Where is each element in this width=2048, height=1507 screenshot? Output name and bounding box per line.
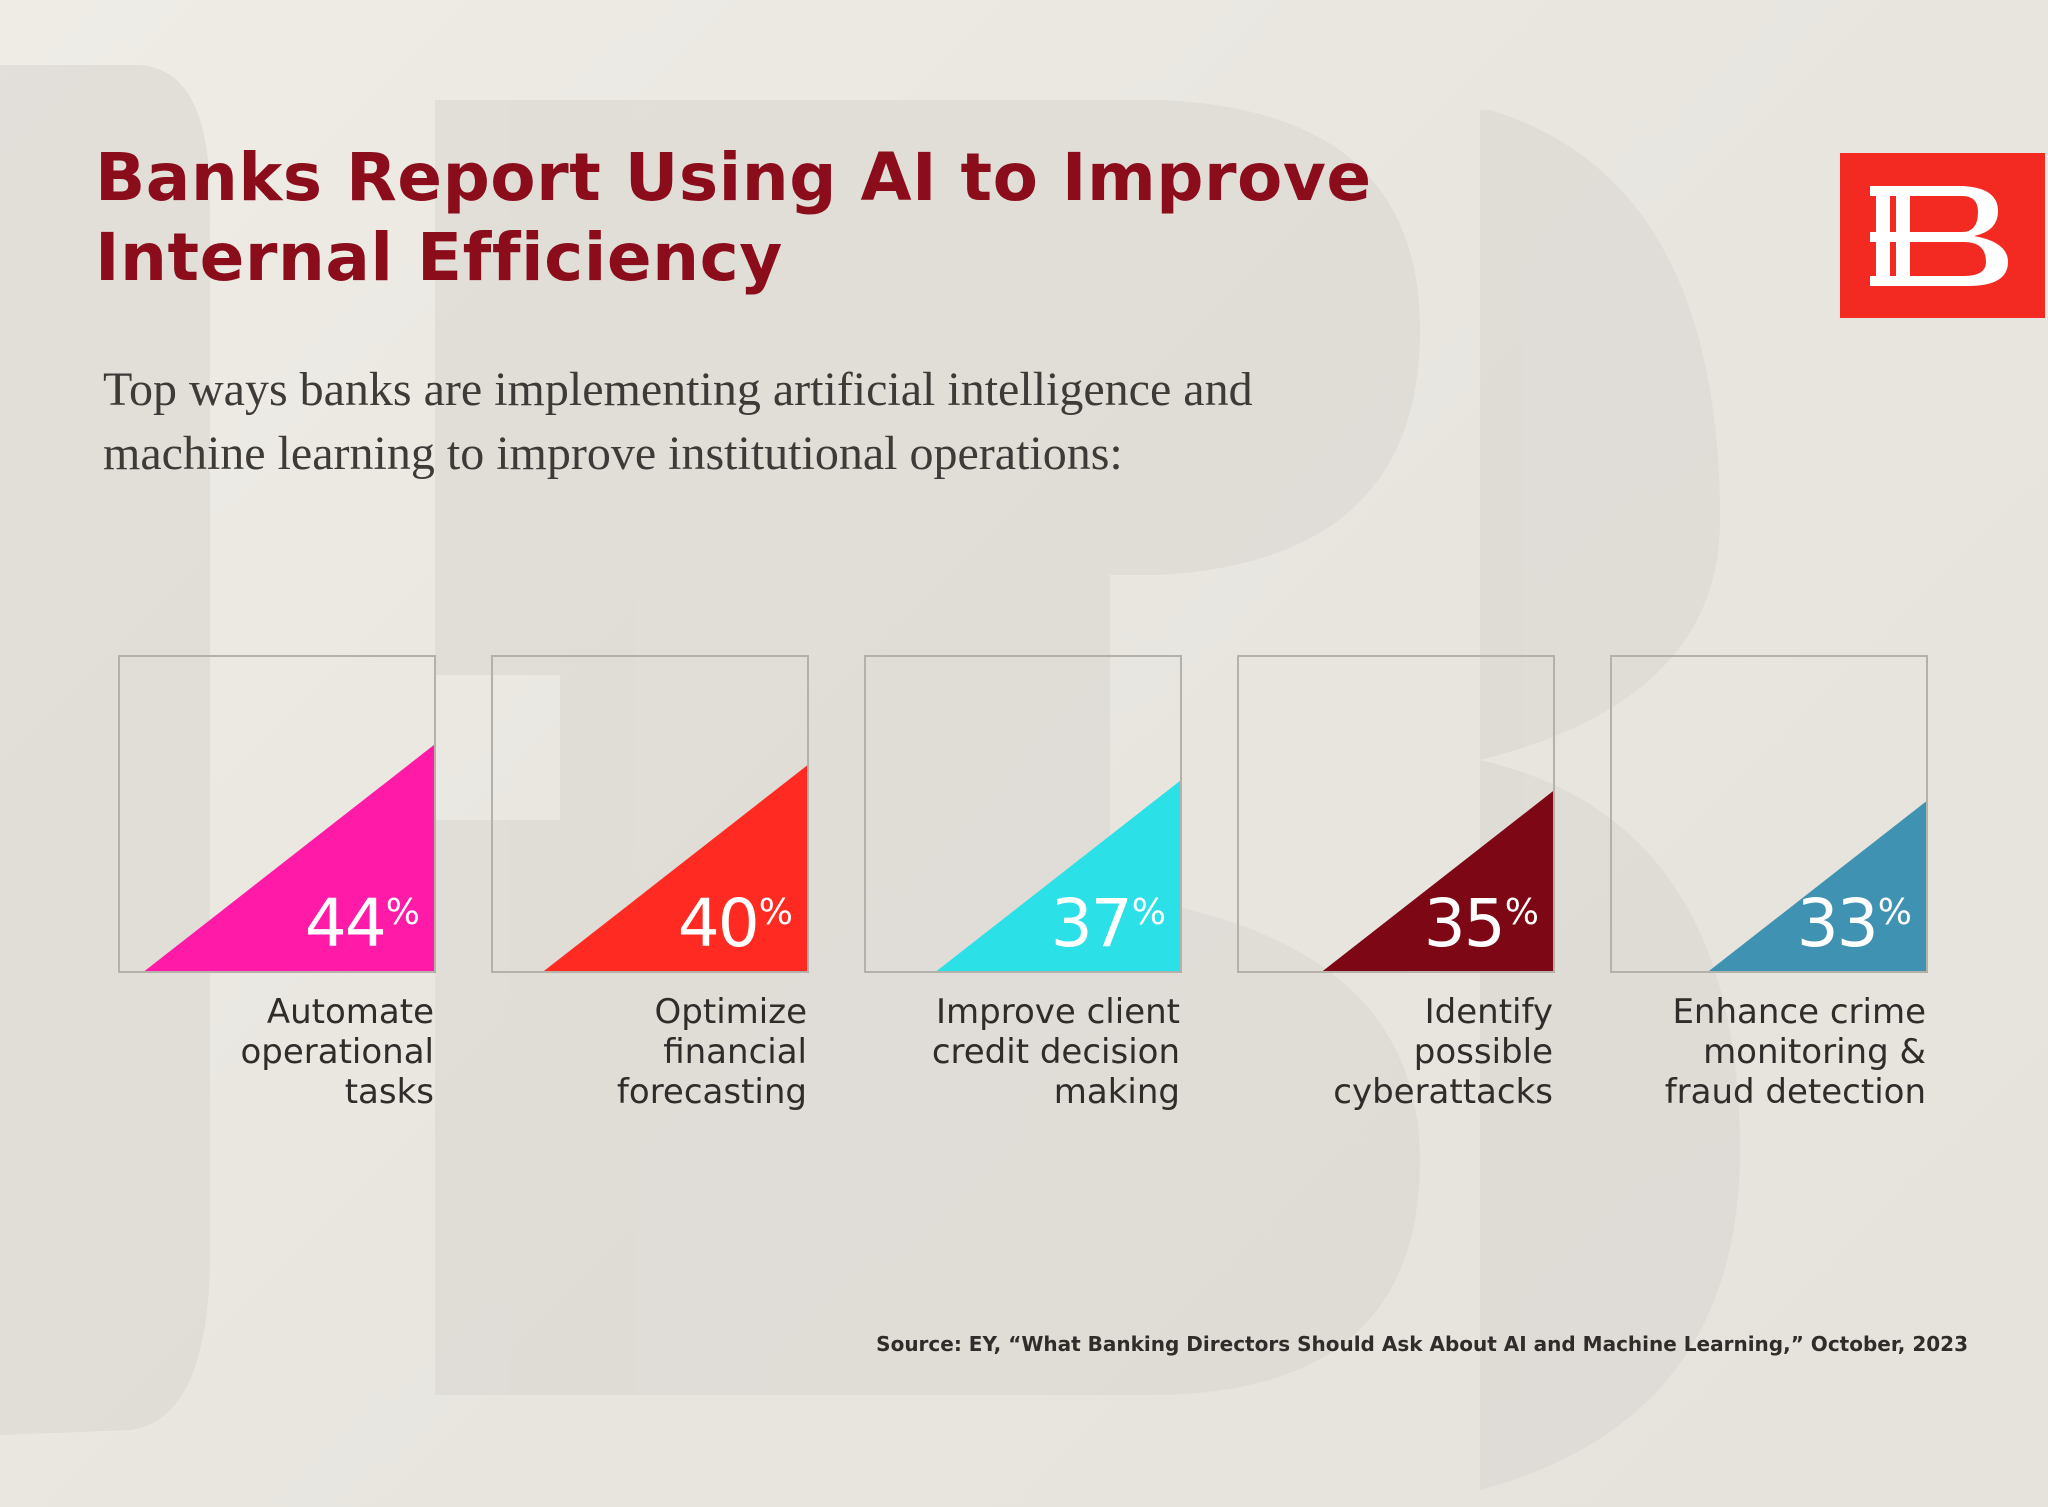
- subtitle-line-2: machine learning to improve institutiona…: [103, 427, 1123, 480]
- stat-card-forecasting: 40%: [491, 655, 809, 973]
- label-line: tasks: [344, 1072, 434, 1112]
- percent-value: 35%: [1424, 891, 1539, 957]
- percent-number: 33: [1796, 885, 1879, 962]
- percent-number: 40: [677, 885, 760, 962]
- stat-card-fraud: 33%: [1610, 655, 1928, 973]
- percent-value: 40%: [678, 891, 793, 957]
- value-triangle: [144, 744, 434, 971]
- percent-number: 37: [1050, 885, 1133, 962]
- label-line: forecasting: [616, 1072, 807, 1112]
- percent-value: 37%: [1051, 891, 1166, 957]
- page-title: Banks Report Using AI to Improve Interna…: [95, 138, 1372, 298]
- value-triangle: [1322, 791, 1553, 971]
- value-triangle-bar: [144, 744, 434, 971]
- category-label: Improve client credit decision making: [850, 992, 1180, 1112]
- title-line-1: Banks Report Using AI to Improve: [95, 139, 1372, 216]
- percent-value: 44%: [305, 891, 420, 957]
- label-line: fraud detection: [1664, 1072, 1926, 1112]
- subtitle: Top ways banks are implementing artifici…: [103, 358, 1253, 486]
- category-label: Optimize financial forecasting: [477, 992, 807, 1112]
- category-label: Enhance crime monitoring & fraud detecti…: [1596, 992, 1926, 1112]
- stat-card-automate: 44%: [118, 655, 436, 973]
- label-line: monitoring &: [1703, 1032, 1926, 1072]
- label-line: Automate: [266, 992, 434, 1032]
- value-triangle-bar: [1322, 791, 1553, 971]
- label-line: credit decision: [931, 1032, 1180, 1072]
- percent-sign: %: [1504, 892, 1539, 933]
- value-triangle-bar: [936, 780, 1180, 971]
- percent-sign: %: [758, 892, 793, 933]
- percent-sign: %: [1877, 892, 1912, 933]
- label-line: making: [1053, 1072, 1180, 1112]
- subtitle-line-1: Top ways banks are implementing artifici…: [103, 363, 1253, 416]
- label-line: possible: [1413, 1032, 1553, 1072]
- value-triangle-bar: [1708, 801, 1926, 971]
- label-line: Improve client: [936, 992, 1180, 1032]
- label-line: Enhance crime: [1672, 992, 1926, 1032]
- label-line: Identify: [1424, 992, 1553, 1032]
- monogram-icon: [1869, 185, 2008, 286]
- label-line: financial: [663, 1032, 807, 1072]
- title-line-2: Internal Efficiency: [95, 219, 783, 296]
- category-label: Identify possible cyberattacks: [1223, 992, 1553, 1112]
- source-note: Source: EY, “What Banking Directors Shou…: [876, 1332, 1968, 1356]
- label-line: operational: [240, 1032, 434, 1072]
- category-label: Automate operational tasks: [104, 992, 434, 1112]
- value-triangle-bar: [543, 765, 807, 971]
- percent-value: 33%: [1797, 891, 1912, 957]
- ebb-monogram-logo: [1840, 153, 2045, 318]
- percent-sign: %: [385, 892, 420, 933]
- stat-card-credit: 37%: [864, 655, 1182, 973]
- label-line: Optimize: [654, 992, 807, 1032]
- percent-number: 35: [1423, 885, 1506, 962]
- percent-sign: %: [1131, 892, 1166, 933]
- label-line: cyberattacks: [1333, 1072, 1553, 1112]
- percent-number: 44: [304, 885, 387, 962]
- stat-card-cyberattacks: 35%: [1237, 655, 1555, 973]
